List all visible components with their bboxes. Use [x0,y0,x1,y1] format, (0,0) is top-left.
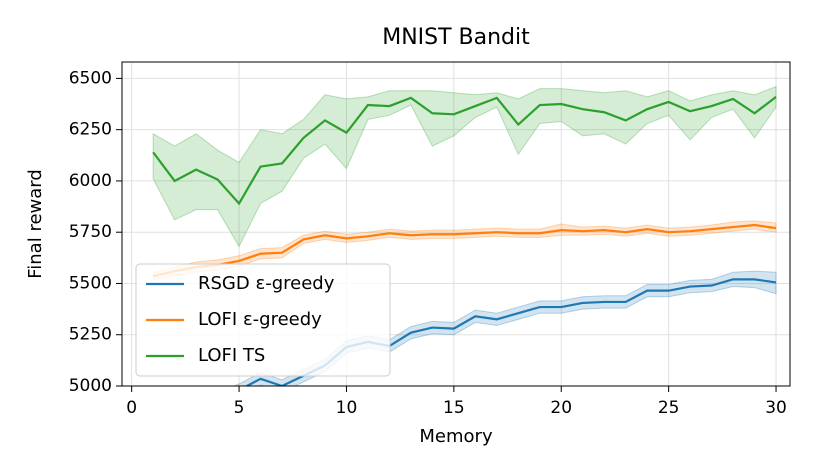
y-tick-label: 6250 [69,120,112,140]
y-tick-label: 5000 [69,376,112,396]
x-tick-label: 20 [550,398,572,418]
axes: 5000 5250 5500 5750 6000 6250 6500 0 5 10 15 20 25 30 [69,68,787,418]
y-tick-label: 6000 [69,171,112,191]
plot-area [152,85,777,386]
legend-label: RSGD ε-greedy [198,273,335,294]
legend: RSGD ε-greedy LOFI ε-greedy LOFI TS [135,263,391,377]
error-band [152,85,777,248]
x-tick-label: 0 [126,398,137,418]
y-tick-label: 5750 [69,222,112,242]
x-tick-label: 5 [234,398,245,418]
chart-title: MNIST Bandit [382,25,530,50]
line [152,223,777,278]
x-tick-label: 25 [658,398,680,418]
line [152,95,777,206]
legend-box [135,263,391,377]
x-tick-label: 30 [765,398,787,418]
legend-label: LOFI ε-greedy [198,309,322,330]
frame [121,61,791,387]
x-axis-label: Memory [419,426,493,447]
y-axis-label: Final reward [25,169,46,279]
y-tick-label: 5250 [69,325,112,345]
x-tick-label: 15 [443,398,465,418]
y-tick-label: 5500 [69,273,112,293]
error-band [152,220,777,282]
legend-label: LOFI TS [198,345,265,366]
y-tick-label: 6500 [69,68,112,88]
x-tick-label: 10 [336,398,358,418]
line [244,278,777,386]
